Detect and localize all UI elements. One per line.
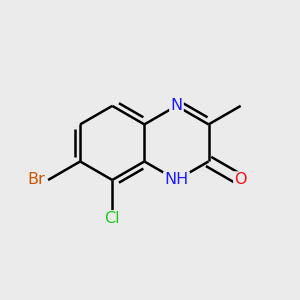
Text: NH: NH bbox=[164, 172, 189, 188]
Text: O: O bbox=[234, 172, 247, 188]
Text: Br: Br bbox=[28, 172, 45, 188]
Text: N: N bbox=[170, 98, 182, 113]
Text: Cl: Cl bbox=[104, 211, 120, 226]
